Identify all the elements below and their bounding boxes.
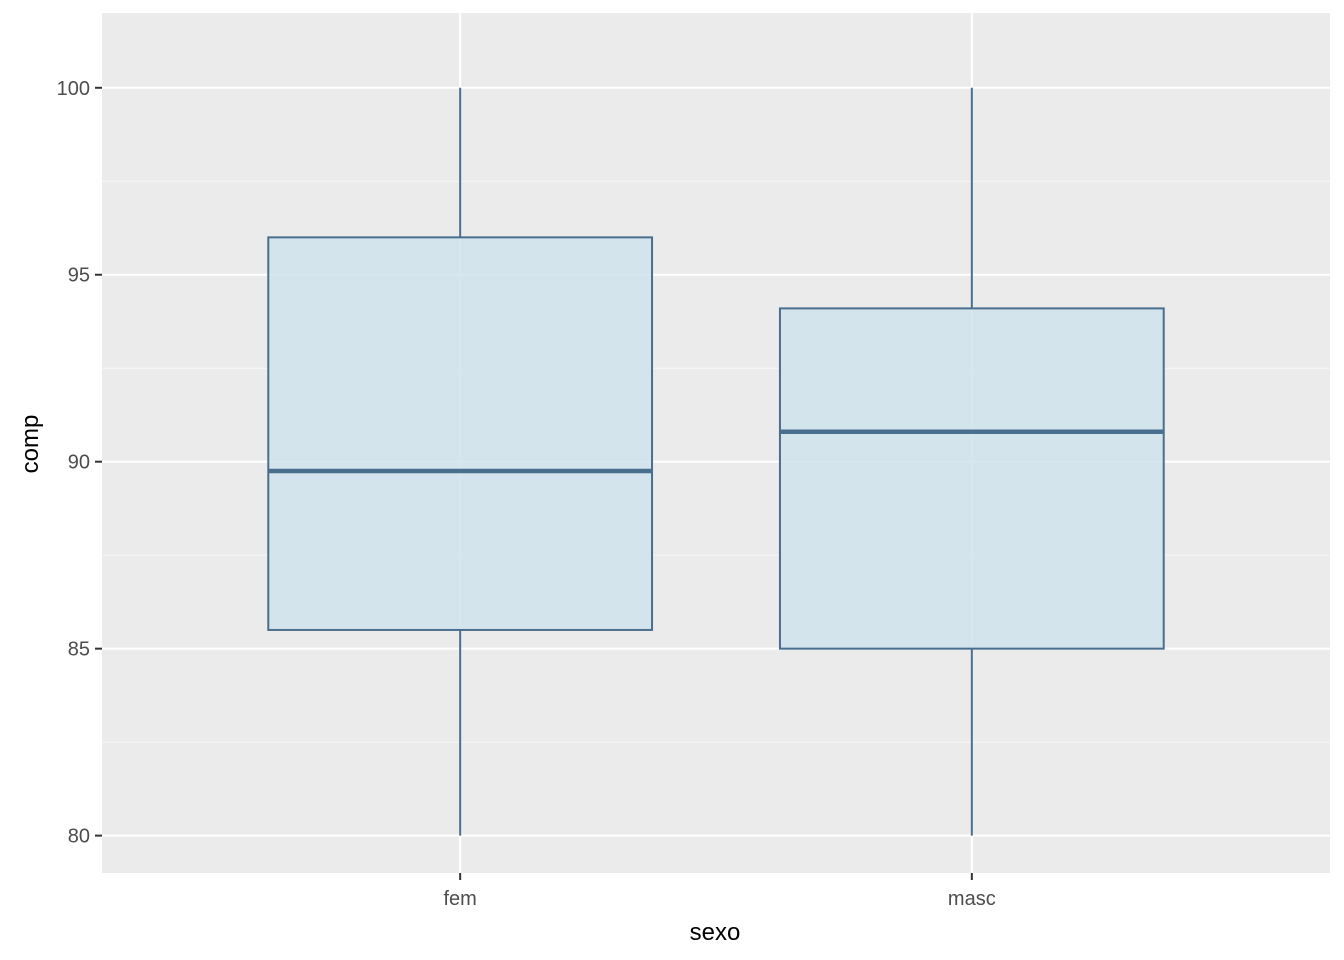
x-tick-label: masc xyxy=(948,888,996,910)
y-tick-label: 80 xyxy=(68,826,90,848)
x-axis: fem masc xyxy=(443,873,996,910)
box-series xyxy=(267,87,1165,836)
x-tick-label: fem xyxy=(443,888,476,910)
x-axis-title: sexo xyxy=(690,919,741,946)
y-tick-label: 100 xyxy=(57,78,90,100)
y-tick-label: 95 xyxy=(68,265,90,287)
y-tick-label: 90 xyxy=(68,452,90,474)
box-iqr xyxy=(778,307,1165,650)
box-fem xyxy=(267,87,654,836)
y-axis: 80 85 90 95 100 xyxy=(57,78,102,848)
box-masc xyxy=(778,87,1165,836)
y-tick-label: 85 xyxy=(68,639,90,661)
box-iqr xyxy=(267,236,654,631)
y-axis-title: comp xyxy=(17,415,44,474)
